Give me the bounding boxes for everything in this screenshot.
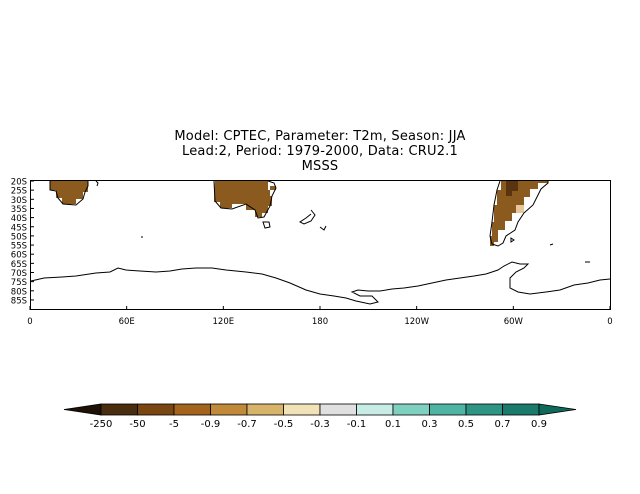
colorbar-left-arrow (63, 403, 102, 416)
colorbar-label: -0.3 (310, 419, 330, 430)
colorbar-boxes (63, 403, 577, 416)
south-america-light-patch (516, 205, 524, 213)
lat-label: 35S (11, 205, 27, 215)
australia-shading (214, 181, 276, 217)
lat-label: 80S (11, 287, 27, 297)
colorbar-box (173, 403, 211, 416)
lat-label: 55S (11, 242, 27, 252)
longitude-axis: 0 60E 120E 180 120W 60W 0 (27, 306, 613, 327)
lon-label: 180 (312, 317, 328, 327)
colorbar-label: -5 (169, 419, 179, 430)
lat-label: 40S (11, 214, 27, 224)
coastlines (30, 180, 611, 305)
lat-label: 20S (11, 178, 27, 188)
colorbar-labels: -250 -50 -5 -0.9 -0.7 -0.5 -0.3 -0.1 0.1 0.3 0.5 0.… (90, 419, 547, 430)
skill-shading (50, 181, 548, 246)
colorbar-label: -50 (129, 419, 145, 430)
title-line-3: MSSS (301, 159, 339, 174)
lon-label: 0 (27, 317, 32, 327)
colorbar-box (137, 403, 175, 416)
latitude-axis: 20S25S30S35S40S45S50S55S60S65S70S75S80S8… (11, 178, 34, 306)
south-america-shading (490, 181, 548, 246)
lat-label: 60S (11, 251, 27, 261)
lon-label: 60W (504, 317, 524, 327)
africa-shading (50, 181, 88, 204)
colorbar-label: -0.1 (347, 419, 367, 430)
colorbar-box (392, 403, 430, 416)
colorbar-label: -0.5 (274, 419, 294, 430)
colorbar: -250 -50 -5 -0.9 -0.7 -0.5 -0.3 -0.1 0.1 0.3 0.5 0.… (63, 403, 577, 430)
colorbar-label: -0.7 (237, 419, 257, 430)
lat-label: 45S (11, 223, 27, 233)
colorbar-label: 0.7 (495, 419, 511, 430)
map-panel: 20S25S30S35S40S45S50S55S60S65S70S75S80S8… (11, 178, 613, 328)
lat-label: 85S (11, 296, 27, 306)
colorbar-label: -0.9 (201, 419, 221, 430)
colorbar-label: 0.1 (385, 419, 401, 430)
colorbar-box (502, 403, 540, 416)
lat-label: 65S (11, 260, 27, 270)
title-line-1: Model: CPTEC, Parameter: T2m, Season: JJ… (174, 129, 466, 144)
colorbar-box (356, 403, 394, 416)
colorbar-right-arrow (538, 403, 577, 416)
south-america-dark-patch (506, 181, 518, 196)
lon-label: 0 (607, 317, 612, 327)
colorbar-box (283, 403, 321, 416)
title-line-2: Lead:2, Period: 1979-2000, Data: CRU2.1 (182, 144, 458, 159)
lat-label: 30S (11, 196, 27, 206)
colorbar-box (429, 403, 467, 416)
colorbar-box (210, 403, 248, 416)
colorbar-box (319, 403, 357, 416)
lat-label: 50S (11, 232, 27, 242)
colorbar-box (465, 403, 503, 416)
lat-label: 25S (11, 187, 27, 197)
lat-label: 70S (11, 269, 27, 279)
colorbar-box (246, 403, 284, 416)
lon-label: 120E (213, 317, 235, 327)
colorbar-box (100, 403, 138, 416)
lon-label: 120W (404, 317, 429, 327)
lon-label: 60E (119, 317, 135, 327)
colorbar-label: 0.9 (531, 419, 547, 430)
colorbar-label: -250 (90, 419, 113, 430)
lat-label: 75S (11, 278, 27, 288)
colorbar-label: 0.3 (422, 419, 438, 430)
colorbar-label: 0.5 (458, 419, 474, 430)
